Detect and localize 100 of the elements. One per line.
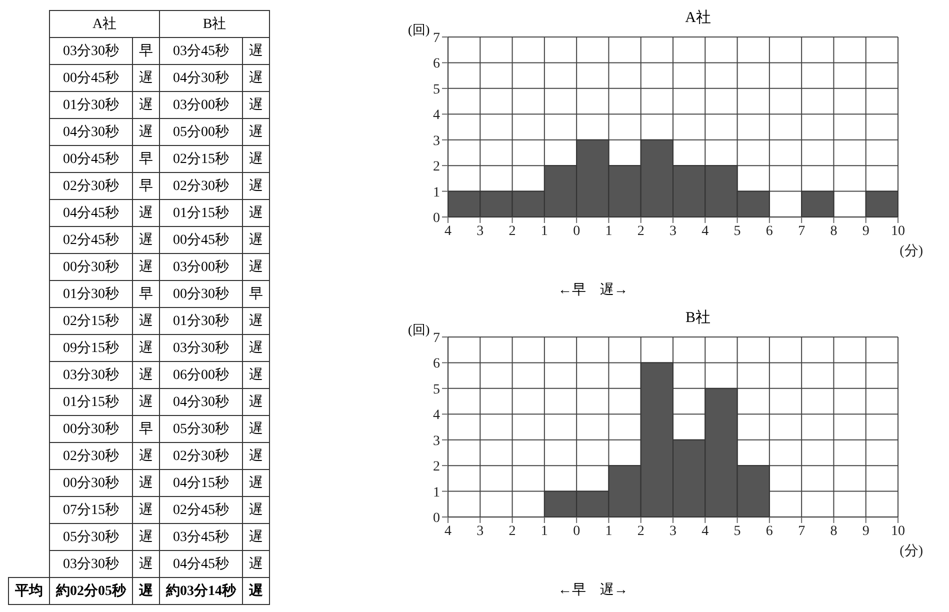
text: 早	[249, 287, 263, 302]
text: 遅	[139, 98, 153, 113]
y-tick-label: 4	[433, 408, 440, 424]
text: 遅	[139, 395, 153, 410]
text: 03分30秒	[63, 368, 119, 383]
text: 遅	[249, 260, 263, 275]
y-tick-label: 3	[433, 134, 440, 149]
text: 00分45秒	[63, 152, 119, 167]
text: 02分15秒	[63, 314, 119, 329]
text: 遅	[139, 206, 153, 221]
text: 早	[139, 179, 153, 194]
text: 早	[139, 287, 153, 302]
x-tick-label: 6	[766, 224, 773, 239]
text: 02分15秒	[173, 152, 229, 167]
text: 遅	[249, 395, 263, 410]
text: 遅	[249, 44, 263, 59]
text: 02分30秒	[63, 179, 119, 194]
x-tick-label: 2	[637, 224, 644, 239]
text: 遅	[139, 233, 153, 248]
text: 03分45秒	[173, 530, 229, 545]
y-tick-label: 6	[433, 56, 440, 72]
text: 00分30秒	[63, 260, 119, 275]
text: 05分30秒	[173, 422, 229, 437]
x-tick-label: 4	[702, 524, 709, 539]
text: 02分45秒	[173, 503, 229, 518]
x-tick-label: 4	[444, 524, 452, 539]
text: 遅	[249, 152, 263, 167]
x-tick-label: 4	[702, 224, 709, 239]
text: 00分45秒	[173, 233, 229, 248]
text: 遅	[249, 206, 263, 221]
x-tick-label: 1	[605, 224, 612, 239]
y-tick-label: 3	[433, 434, 440, 449]
text: ←早 遅→	[558, 282, 628, 299]
y-tick-label: 5	[433, 82, 440, 98]
text: 04分45秒	[173, 557, 229, 572]
x-tick-label: 5	[734, 524, 741, 539]
x-tick-label: 10	[891, 524, 905, 539]
text: 03分30秒	[63, 44, 119, 59]
x-tick-label: 2	[508, 224, 516, 239]
text: 01分15秒	[173, 206, 229, 221]
text: 02分45秒	[63, 233, 119, 248]
text: 00分30秒	[63, 422, 119, 437]
y-tick-label: 7	[433, 30, 440, 46]
x-tick-label: 3	[476, 524, 484, 539]
text: 03分45秒	[173, 44, 229, 59]
text: 05分00秒	[173, 125, 229, 140]
text: 03分00秒	[173, 260, 229, 275]
y-tick-label: 6	[433, 356, 440, 372]
y-tick-label: 7	[433, 330, 440, 346]
text: 遅	[139, 557, 153, 572]
text: 遅	[139, 71, 153, 86]
y-tick-label: 1	[433, 185, 440, 200]
text: 00分45秒	[63, 71, 119, 86]
text: 01分15秒	[63, 395, 119, 410]
text: 遅	[139, 341, 153, 356]
text: 遅	[249, 422, 263, 437]
text: 02分30秒	[173, 449, 229, 464]
chart-title: A社	[685, 10, 711, 26]
text: 02分30秒	[173, 179, 229, 194]
text: 遅	[249, 557, 263, 572]
text: 遅	[139, 314, 153, 329]
y-tick-label: 0	[433, 210, 440, 226]
text: 遅	[139, 530, 153, 545]
text: 03分30秒	[173, 341, 229, 356]
text: 03分00秒	[173, 98, 229, 113]
x-tick-label: 3	[670, 224, 676, 239]
text: 00分30秒	[173, 287, 229, 302]
x-axis-title: (分)	[900, 243, 924, 259]
text: 遅	[139, 260, 153, 275]
text: 04分15秒	[173, 476, 229, 491]
category-label: A社	[50, 10, 160, 38]
text: 01分30秒	[173, 314, 229, 329]
y-tick-label: 2	[433, 460, 440, 475]
x-tick-label: 10	[891, 224, 905, 239]
text: 遅	[249, 125, 263, 140]
x-tick-label: 2	[637, 524, 644, 539]
text: 早	[139, 152, 153, 167]
y-tick-label: 0	[433, 510, 440, 526]
text: 遅	[249, 503, 263, 518]
x-tick-label: 3	[670, 524, 676, 539]
x-tick-label: 8	[830, 224, 838, 239]
text: 早	[139, 422, 153, 437]
x-tick-label: 0	[573, 224, 580, 239]
text: 04分30秒	[63, 125, 119, 140]
x-tick-label: 1	[540, 524, 548, 539]
text: 遅	[249, 341, 263, 356]
x-tick-label: 5	[734, 224, 741, 239]
x-tick-label: 9	[862, 524, 870, 539]
x-axis-title: (分)	[900, 543, 924, 559]
chart-title: B社	[685, 310, 710, 326]
text: 遅	[249, 476, 263, 491]
x-tick-label: 2	[508, 524, 516, 539]
x-tick-label: 3	[476, 224, 484, 239]
text: 遅	[139, 584, 153, 599]
x-tick-label: 0	[573, 524, 580, 539]
text: 平均	[15, 584, 43, 599]
y-tick-label: 1	[433, 485, 440, 500]
text: 遅	[249, 530, 263, 545]
text: 03分30秒	[63, 557, 119, 572]
text: 02分30秒	[63, 449, 119, 464]
